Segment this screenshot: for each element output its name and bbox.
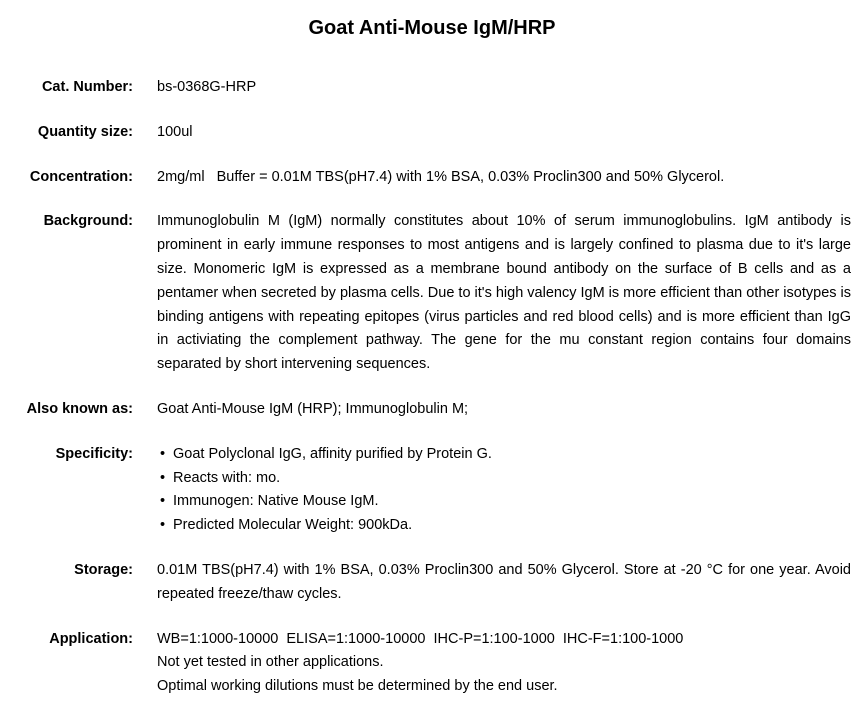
application-value: WB=1:1000-10000 ELISA=1:1000-10000 IHC-P… — [157, 628, 851, 699]
application-label: Application: — [49, 630, 133, 647]
list-item: Immunogen: Native Mouse IgM. — [157, 490, 851, 514]
row-also-known-as: Also known as: Goat Anti-Mouse IgM (HRP)… — [0, 398, 864, 422]
list-item: Goat Polyclonal IgG, affinity purified b… — [157, 443, 851, 467]
concentration-label: Concentration: — [29, 168, 133, 185]
cat-number-value: bs-0368G-HRP — [157, 79, 257, 95]
specificity-list: Goat Polyclonal IgG, affinity purified b… — [157, 443, 851, 538]
row-concentration: Concentration: 2mg/ml Buffer = 0.01M TBS… — [0, 166, 864, 190]
list-item: Predicted Molecular Weight: 900kDa. — [157, 514, 851, 538]
aka-label: Also known as: — [26, 400, 133, 417]
list-item: Reacts with: mo. — [157, 467, 851, 491]
storage-value: 0.01M TBS(pH7.4) with 1% BSA, 0.03% Proc… — [157, 561, 851, 602]
row-specificity: Specificity: Goat Polyclonal IgG, affini… — [0, 443, 864, 538]
product-details: Cat. Number: bs-0368G-HRP Quantity size:… — [0, 76, 864, 720]
storage-label: Storage: — [74, 561, 133, 578]
row-cat-number: Cat. Number: bs-0368G-HRP — [0, 76, 864, 100]
aka-value: Goat Anti-Mouse IgM (HRP); Immunoglobuli… — [157, 400, 469, 417]
specificity-value: Goat Polyclonal IgG, affinity purified b… — [157, 443, 851, 538]
application-note: Not yet tested in other applications. — [157, 654, 384, 671]
background-value: Immunoglobulin M (IgM) normally constitu… — [157, 213, 852, 373]
specificity-label: Specificity: — [55, 445, 133, 462]
row-background: Background: Immunoglobulin M (IgM) norma… — [0, 210, 864, 377]
row-quantity: Quantity size: 100ul — [0, 121, 864, 145]
application-dilutions: WB=1:1000-10000 ELISA=1:1000-10000 IHC-P… — [157, 630, 684, 647]
cat-number-label: Cat. Number: — [41, 79, 133, 95]
background-label: Background: — [43, 213, 133, 230]
row-storage: Storage: 0.01M TBS(pH7.4) with 1% BSA, 0… — [0, 559, 864, 607]
page-title: Goat Anti-Mouse IgM/HRP — [308, 17, 556, 39]
quantity-label: Quantity size: — [37, 123, 133, 140]
concentration-value: 2mg/ml Buffer = 0.01M TBS(pH7.4) with 1%… — [157, 168, 725, 185]
quantity-value: 100ul — [157, 123, 193, 140]
application-note: Optimal working dilutions must be determ… — [157, 678, 558, 695]
row-application: Application: WB=1:1000-10000 ELISA=1:100… — [0, 628, 864, 699]
